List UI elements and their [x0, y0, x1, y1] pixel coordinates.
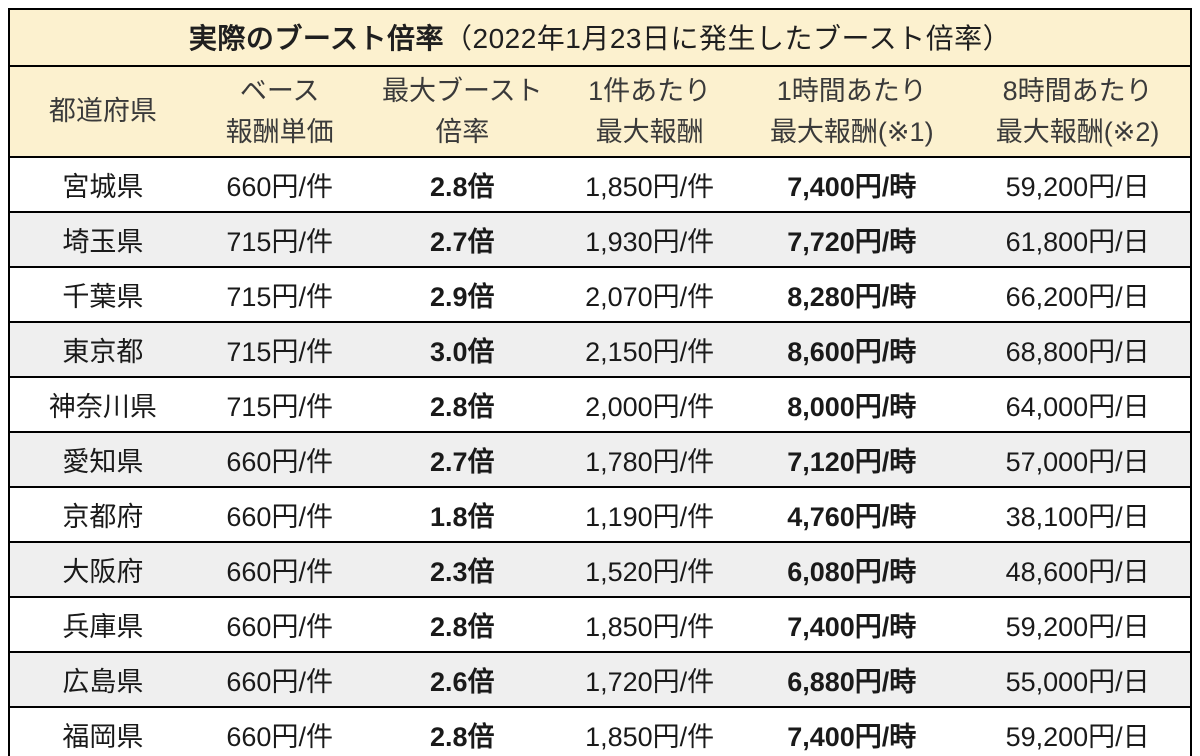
cell-max-per-8hours: 38,100円/日 — [965, 487, 1191, 543]
cell-max-per-8hours: 57,000円/日 — [965, 432, 1191, 488]
cell-prefecture: 東京都 — [9, 322, 196, 378]
cell-base-rate: 715円/件 — [195, 377, 364, 433]
cell-max-per-delivery: 2,070円/件 — [560, 267, 739, 323]
cell-max-per-delivery: 1,850円/件 — [560, 597, 739, 653]
cell-max-boost: 2.8倍 — [363, 377, 561, 433]
cell-max-per-hour: 7,400円/時 — [738, 707, 966, 756]
cell-max-per-hour: 7,720円/時 — [738, 212, 966, 268]
table-row: 神奈川県 715円/件 2.8倍 2,000円/件 8,000円/時 64,000円/日 — [9, 377, 1191, 433]
boost-rate-table: 実際のブースト倍率（2022年1月23日に発生したブースト倍率） 都道府県 ベース… — [8, 8, 1192, 756]
cell-max-per-hour: 7,400円/時 — [738, 157, 966, 213]
cell-prefecture: 大阪府 — [9, 542, 196, 598]
table-row: 東京都 715円/件 3.0倍 2,150円/件 8,600円/時 68,800円/日 — [9, 322, 1191, 378]
cell-max-per-hour: 8,000円/時 — [738, 377, 966, 433]
table-title-row: 実際のブースト倍率（2022年1月23日に発生したブースト倍率） — [9, 9, 1191, 67]
cell-prefecture: 兵庫県 — [9, 597, 196, 653]
cell-max-per-hour: 7,400円/時 — [738, 597, 966, 653]
table-row: 愛知県 660円/件 2.7倍 1,780円/件 7,120円/時 57,000円/日 — [9, 432, 1191, 488]
table-row: 兵庫県 660円/件 2.8倍 1,850円/件 7,400円/時 59,200円/日 — [9, 597, 1191, 653]
cell-max-per-8hours: 64,000円/日 — [965, 377, 1191, 433]
cell-base-rate: 660円/件 — [195, 542, 364, 598]
cell-prefecture: 広島県 — [9, 652, 196, 708]
cell-max-per-delivery: 1,720円/件 — [560, 652, 739, 708]
cell-max-boost: 2.9倍 — [363, 267, 561, 323]
cell-max-per-hour: 7,120円/時 — [738, 432, 966, 488]
cell-max-per-delivery: 1,520円/件 — [560, 542, 739, 598]
cell-max-per-delivery: 2,150円/件 — [560, 322, 739, 378]
cell-prefecture: 千葉県 — [9, 267, 196, 323]
table-title-note: （2022年1月23日に発生したブースト倍率） — [444, 23, 1012, 54]
column-header-max-per-8hours: 8時間あたり 最大報酬(※2) — [965, 66, 1191, 158]
column-header-max-boost: 最大ブースト 倍率 — [363, 66, 561, 158]
cell-max-per-hour: 8,280円/時 — [738, 267, 966, 323]
cell-base-rate: 715円/件 — [195, 212, 364, 268]
cell-max-boost: 2.7倍 — [363, 212, 561, 268]
cell-max-per-hour: 4,760円/時 — [738, 487, 966, 543]
cell-base-rate: 660円/件 — [195, 707, 364, 756]
table-body: 宮城県 660円/件 2.8倍 1,850円/件 7,400円/時 59,200円/日 埼玉… — [9, 157, 1191, 756]
cell-max-boost: 2.7倍 — [363, 432, 561, 488]
cell-max-per-delivery: 1,850円/件 — [560, 157, 739, 213]
table-row: 千葉県 715円/件 2.9倍 2,070円/件 8,280円/時 66,200円/日 — [9, 267, 1191, 323]
cell-max-per-8hours: 66,200円/日 — [965, 267, 1191, 323]
cell-max-boost: 2.8倍 — [363, 707, 561, 756]
column-header-base-rate: ベース 報酬単価 — [195, 66, 364, 158]
cell-prefecture: 宮城県 — [9, 157, 196, 213]
cell-base-rate: 715円/件 — [195, 322, 364, 378]
table-title-main: 実際のブースト倍率 — [188, 23, 444, 54]
cell-max-per-delivery: 1,930円/件 — [560, 212, 739, 268]
cell-max-per-hour: 6,080円/時 — [738, 542, 966, 598]
cell-max-boost: 1.8倍 — [363, 487, 561, 543]
cell-base-rate: 715円/件 — [195, 267, 364, 323]
cell-prefecture: 埼玉県 — [9, 212, 196, 268]
cell-max-per-8hours: 59,200円/日 — [965, 597, 1191, 653]
cell-max-per-8hours: 59,200円/日 — [965, 157, 1191, 213]
cell-max-boost: 2.3倍 — [363, 542, 561, 598]
cell-max-per-8hours: 59,200円/日 — [965, 707, 1191, 756]
cell-base-rate: 660円/件 — [195, 157, 364, 213]
cell-max-per-delivery: 2,000円/件 — [560, 377, 739, 433]
cell-max-boost: 3.0倍 — [363, 322, 561, 378]
table-row: 宮城県 660円/件 2.8倍 1,850円/件 7,400円/時 59,200円/日 — [9, 157, 1191, 213]
column-header-row: 都道府県 ベース 報酬単価 最大ブースト 倍率 1件あたり 最大報酬 1時間あたり 最大報酬(※… — [9, 66, 1191, 158]
table-title: 実際のブースト倍率（2022年1月23日に発生したブースト倍率） — [9, 9, 1191, 67]
column-header-max-per-delivery: 1件あたり 最大報酬 — [560, 66, 739, 158]
cell-max-per-8hours: 68,800円/日 — [965, 322, 1191, 378]
cell-max-per-delivery: 1,850円/件 — [560, 707, 739, 756]
cell-prefecture: 愛知県 — [9, 432, 196, 488]
table-row: 福岡県 660円/件 2.8倍 1,850円/件 7,400円/時 59,200円/日 — [9, 707, 1191, 756]
cell-max-per-hour: 8,600円/時 — [738, 322, 966, 378]
cell-max-per-8hours: 55,000円/日 — [965, 652, 1191, 708]
column-header-max-per-hour: 1時間あたり 最大報酬(※1) — [738, 66, 966, 158]
cell-base-rate: 660円/件 — [195, 432, 364, 488]
table-row: 大阪府 660円/件 2.3倍 1,520円/件 6,080円/時 48,600円/日 — [9, 542, 1191, 598]
cell-prefecture: 京都府 — [9, 487, 196, 543]
table-row: 埼玉県 715円/件 2.7倍 1,930円/件 7,720円/時 61,800円/日 — [9, 212, 1191, 268]
cell-max-boost: 2.8倍 — [363, 157, 561, 213]
column-header-prefecture: 都道府県 — [9, 66, 196, 158]
cell-max-boost: 2.6倍 — [363, 652, 561, 708]
cell-max-per-delivery: 1,190円/件 — [560, 487, 739, 543]
cell-base-rate: 660円/件 — [195, 652, 364, 708]
cell-prefecture: 神奈川県 — [9, 377, 196, 433]
cell-prefecture: 福岡県 — [9, 707, 196, 756]
cell-base-rate: 660円/件 — [195, 597, 364, 653]
cell-max-per-8hours: 48,600円/日 — [965, 542, 1191, 598]
cell-base-rate: 660円/件 — [195, 487, 364, 543]
cell-max-per-delivery: 1,780円/件 — [560, 432, 739, 488]
cell-max-per-hour: 6,880円/時 — [738, 652, 966, 708]
table-row: 広島県 660円/件 2.6倍 1,720円/件 6,880円/時 55,000円/日 — [9, 652, 1191, 708]
cell-max-boost: 2.8倍 — [363, 597, 561, 653]
cell-max-per-8hours: 61,800円/日 — [965, 212, 1191, 268]
table-row: 京都府 660円/件 1.8倍 1,190円/件 4,760円/時 38,100円/日 — [9, 487, 1191, 543]
